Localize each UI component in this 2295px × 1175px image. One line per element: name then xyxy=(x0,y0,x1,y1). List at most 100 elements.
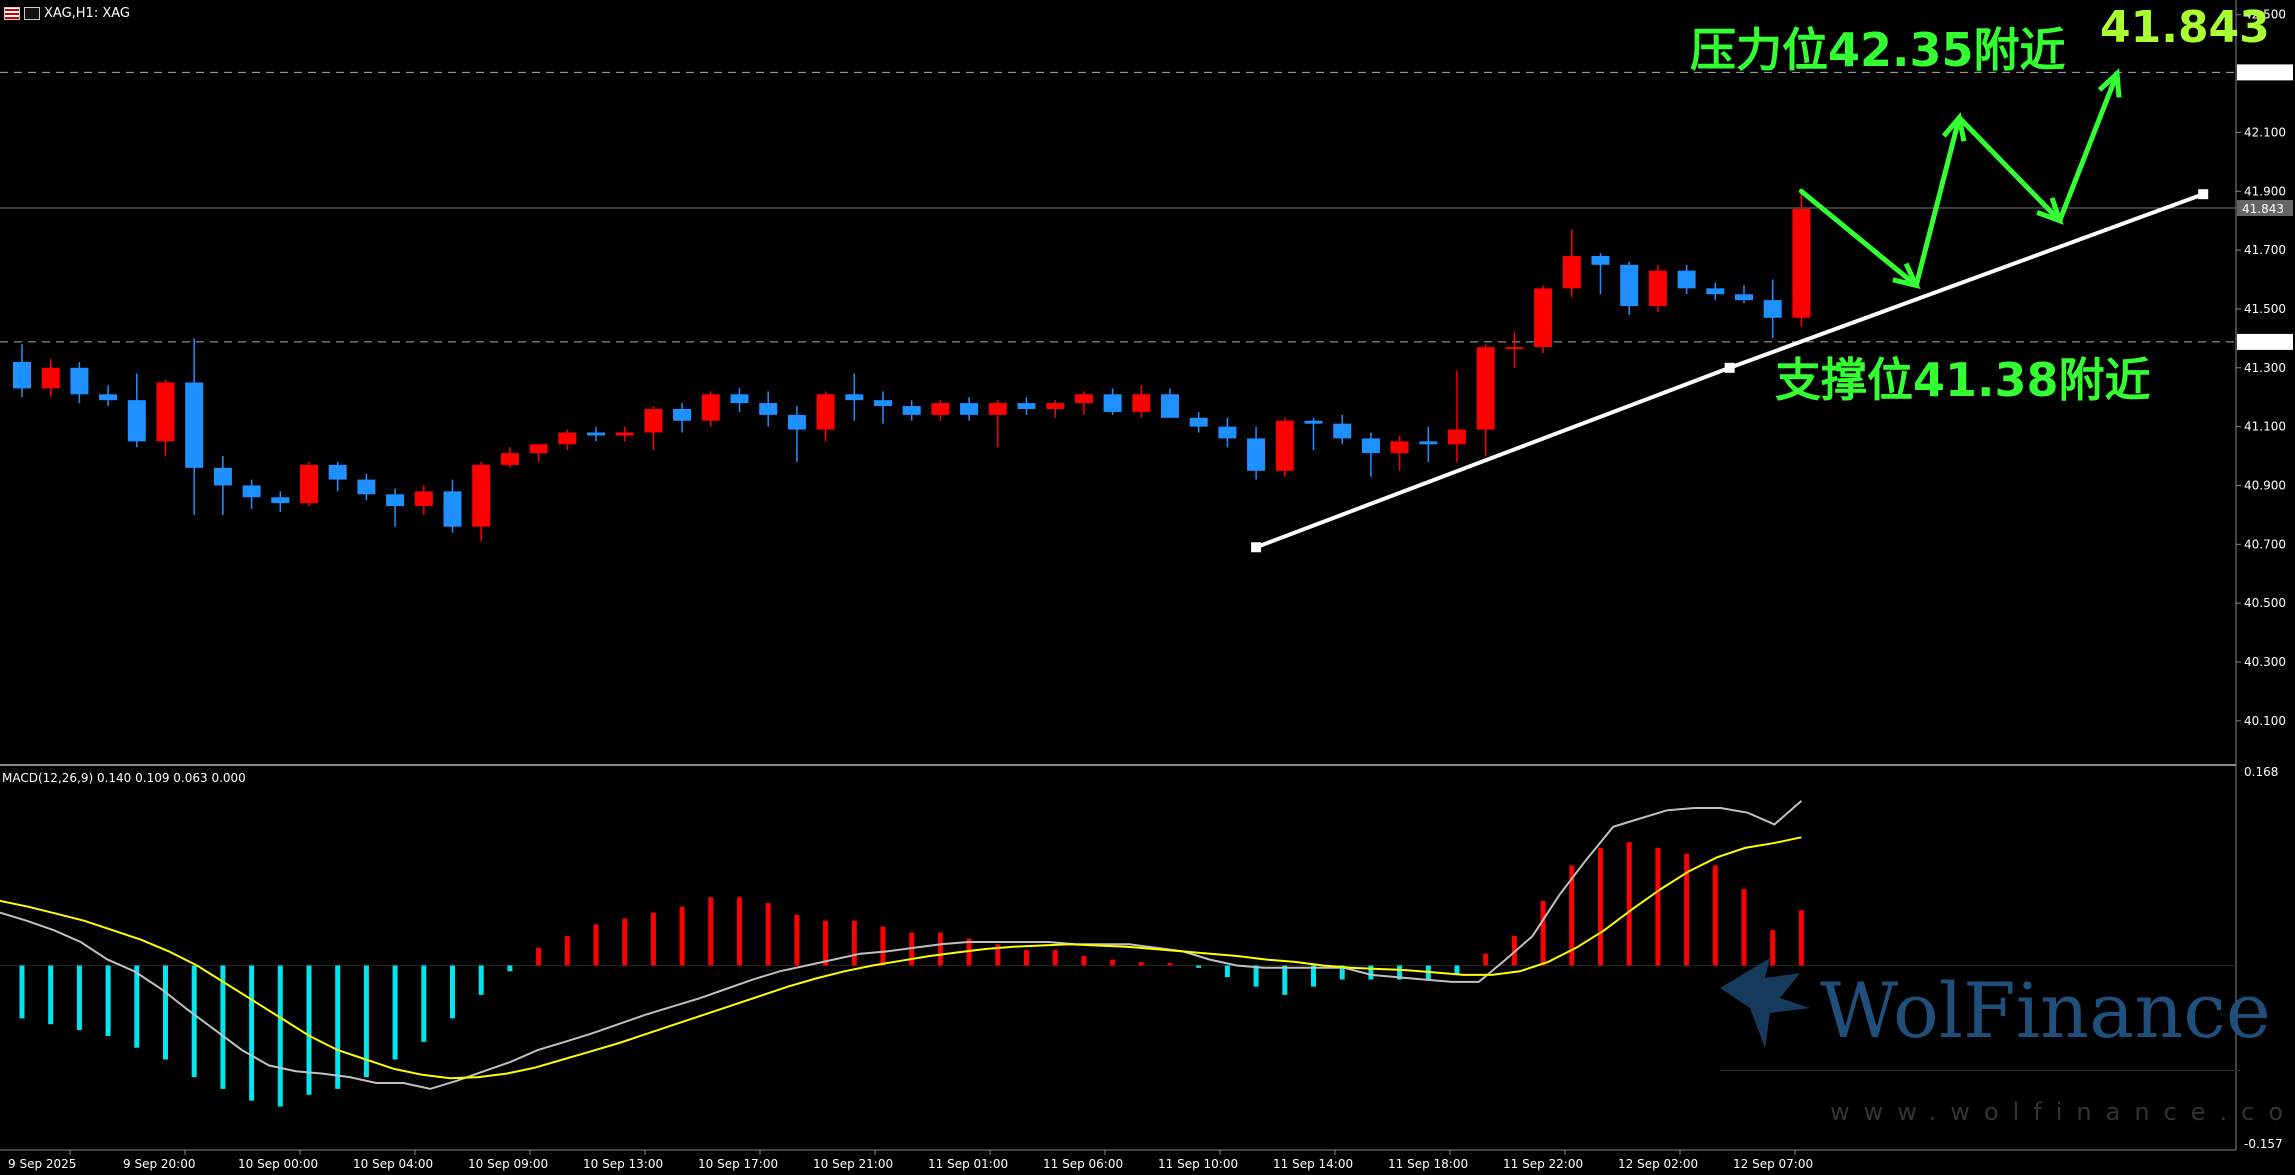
candle-body xyxy=(386,494,405,507)
candle-body xyxy=(414,491,433,507)
time-tick-label: 11 Sep 18:00 xyxy=(1388,1157,1468,1171)
candle-body xyxy=(1591,255,1610,265)
candle-body xyxy=(1419,441,1438,445)
candle-body xyxy=(185,382,204,468)
candle-body xyxy=(1189,417,1208,427)
candle-body xyxy=(960,403,979,415)
macd-tick-label: 0.168 xyxy=(2244,765,2278,779)
time-tick-label: 10 Sep 09:00 xyxy=(468,1157,548,1171)
resistance-price-label-box xyxy=(2237,64,2293,81)
candle-body xyxy=(271,497,290,504)
projection-segment xyxy=(1798,188,1919,288)
candle-body xyxy=(558,432,577,445)
macd-line xyxy=(0,800,1803,1090)
time-tick-label: 11 Sep 06:00 xyxy=(1043,1157,1123,1171)
price-tick-label: 40.700 xyxy=(2244,537,2286,551)
candle-body xyxy=(759,403,778,415)
candle-body xyxy=(1677,270,1696,289)
chart-window-icon xyxy=(24,6,40,20)
wolf-logo-icon xyxy=(1720,958,1810,1048)
candle-body xyxy=(1390,441,1409,454)
candle-body xyxy=(1448,429,1466,445)
candle-body xyxy=(1017,403,1036,409)
time-tick-label: 11 Sep 22:00 xyxy=(1503,1157,1583,1171)
projection-segment xyxy=(2057,71,2120,224)
candle-body xyxy=(70,367,89,395)
watermark-url: www.wolfinance.com xyxy=(1830,1098,2295,1126)
trendline-handle xyxy=(1724,362,1735,373)
candle-body xyxy=(1620,264,1639,306)
candle-body xyxy=(1247,438,1266,471)
time-tick-label: 12 Sep 02:00 xyxy=(1618,1157,1698,1171)
watermark-divider xyxy=(1720,1070,2240,1071)
candle-body xyxy=(1046,403,1065,409)
candle-body xyxy=(730,394,749,404)
trendline-handle xyxy=(1251,542,1262,553)
candle-body xyxy=(1333,423,1352,439)
current-price-annotation: 41.843 xyxy=(2100,2,2270,53)
candle-body xyxy=(1706,288,1725,295)
candle-body xyxy=(1648,270,1667,306)
time-tick-label: 10 Sep 17:00 xyxy=(698,1157,778,1171)
candle-body xyxy=(1792,208,1811,318)
time-tick-label: 10 Sep 00:00 xyxy=(238,1157,318,1171)
time-tick-label: 11 Sep 14:00 xyxy=(1273,1157,1353,1171)
candle-body xyxy=(787,414,806,430)
candle-body xyxy=(472,464,491,527)
candle-body xyxy=(988,403,1007,415)
signal-line xyxy=(0,836,1802,1080)
watermark-brand: WolFinance xyxy=(1820,966,2271,1055)
candle-body xyxy=(127,400,146,442)
macd-label: MACD(12,26,9) 0.140 0.109 0.063 0.000 xyxy=(2,771,246,785)
candle-body xyxy=(156,382,175,442)
time-tick-label: 10 Sep 13:00 xyxy=(583,1157,663,1171)
current-price-label: 41.843 xyxy=(2242,202,2284,216)
time-tick-label: 11 Sep 10:00 xyxy=(1158,1157,1238,1171)
trendline-handle xyxy=(2198,189,2209,200)
candle-body xyxy=(443,491,462,527)
candle-body xyxy=(1304,420,1323,424)
candle-body xyxy=(644,408,663,433)
price-tick-label: 40.900 xyxy=(2244,478,2286,492)
price-tick-label: 42.100 xyxy=(2244,125,2286,139)
price-tick-label: 41.100 xyxy=(2244,420,2286,434)
candle-body xyxy=(874,400,892,407)
candle-body xyxy=(99,394,118,401)
time-tick-label: 9 Sep 20:00 xyxy=(123,1157,195,1171)
resistance-price-label: 42.304 xyxy=(2242,66,2284,80)
price-tick-label: 41.500 xyxy=(2244,302,2286,316)
time-tick-label: 10 Sep 04:00 xyxy=(353,1157,433,1171)
macd-tick-label: -0.157 xyxy=(2244,1137,2283,1151)
candle-body xyxy=(1161,394,1179,418)
candle-body xyxy=(300,464,318,504)
candle-body xyxy=(1103,394,1122,412)
candle-body xyxy=(845,394,864,401)
candle-body xyxy=(242,485,261,498)
current-price-label-box xyxy=(2237,200,2293,217)
price-tick-label: 41.300 xyxy=(2244,361,2286,375)
support-annotation: 支撑位41.38附近 xyxy=(1775,353,2151,407)
time-tick-label: 11 Sep 01:00 xyxy=(928,1157,1008,1171)
projection-segment xyxy=(1913,115,1962,288)
time-tick-label: 9 Sep 2025 xyxy=(8,1157,76,1171)
candle-body xyxy=(529,444,548,454)
projection-segment xyxy=(1956,115,2063,224)
projection-arrowhead xyxy=(2097,68,2122,98)
price-tick-label: 40.300 xyxy=(2244,655,2286,669)
symbol-label: XAG,H1: XAG xyxy=(44,5,130,21)
candle-body xyxy=(1361,438,1380,454)
candle-body xyxy=(1476,347,1495,430)
candle-body xyxy=(357,479,376,495)
candle-body xyxy=(1275,420,1294,471)
candle-body xyxy=(1763,300,1782,318)
candle-body xyxy=(1218,426,1237,439)
candle-body xyxy=(328,464,347,480)
candle-body xyxy=(587,432,605,436)
candle-body xyxy=(701,394,720,421)
price-tick-label: 41.700 xyxy=(2244,243,2286,257)
candle-body xyxy=(1534,288,1553,348)
candle-body xyxy=(213,467,232,486)
support-price-label-box xyxy=(2237,333,2293,350)
price-tick-label: 42.500 xyxy=(2244,8,2286,22)
